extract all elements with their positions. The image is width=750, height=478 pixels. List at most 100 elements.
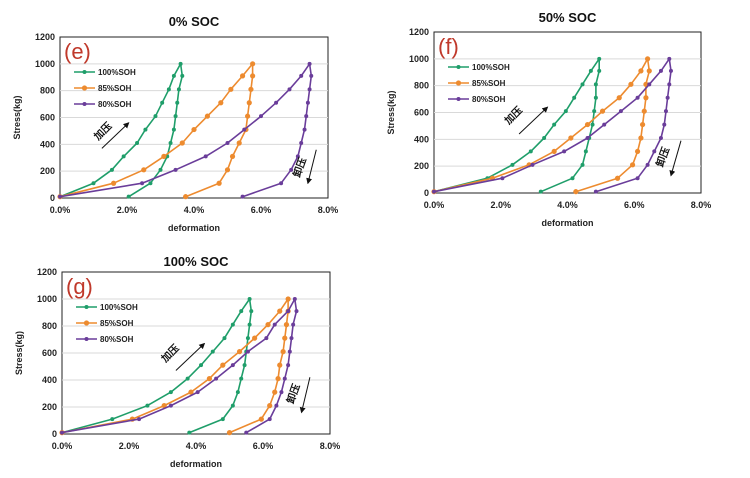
x-tick-label: 4.0% — [186, 441, 207, 451]
data-point — [245, 349, 250, 354]
data-point — [580, 162, 585, 167]
data-point — [204, 113, 210, 119]
data-point — [274, 100, 279, 105]
data-point — [206, 376, 212, 382]
data-point — [590, 122, 595, 127]
data-point — [294, 309, 299, 314]
legend-label: 80%SOH — [472, 95, 506, 104]
y-axis-label: Stress(kg) — [386, 90, 396, 134]
data-point — [180, 73, 185, 78]
data-point — [168, 140, 173, 145]
data-point — [161, 153, 167, 160]
data-point — [265, 322, 271, 328]
series-100%SOH — [60, 297, 254, 435]
chart-2: 0 200 400 600 800 1000 1200 0.0% 2.0% 4.0% 6.0% 8.0… — [14, 254, 340, 469]
data-point — [230, 322, 235, 327]
legend-label: 100%SOH — [98, 68, 136, 77]
data-point — [199, 363, 204, 368]
data-point — [140, 181, 145, 186]
data-point — [286, 309, 291, 314]
x-tick-label: 0.0% — [424, 200, 445, 210]
data-point — [286, 363, 291, 368]
data-point — [572, 95, 577, 100]
data-point — [171, 127, 176, 132]
data-point — [235, 390, 240, 395]
data-point — [240, 194, 245, 199]
data-point — [638, 68, 644, 74]
data-point — [145, 403, 150, 408]
data-point — [597, 68, 602, 73]
data-point — [647, 82, 652, 87]
data-point — [307, 87, 312, 92]
data-point — [60, 430, 64, 435]
data-point — [250, 73, 256, 79]
x-axis-label: deformation — [168, 223, 220, 233]
data-point — [161, 403, 167, 409]
y-tick-label: 1000 — [409, 54, 429, 64]
data-point — [188, 389, 194, 395]
chart-0: 0 200 400 600 800 1000 1200 0.0% 2.0% 4.0% 6.0% 8.0… — [12, 14, 338, 233]
data-point — [210, 349, 215, 354]
data-point — [552, 122, 557, 127]
data-point — [662, 122, 667, 127]
data-point — [563, 109, 568, 114]
data-point — [185, 376, 190, 381]
data-point — [309, 73, 314, 78]
data-point — [668, 68, 673, 73]
chart-title: 100% SOC — [163, 254, 229, 269]
data-point — [282, 335, 288, 341]
chart-title: 0% SOC — [169, 14, 220, 29]
data-point — [592, 109, 597, 114]
y-tick-label: 200 — [42, 402, 57, 412]
data-point — [246, 100, 252, 106]
data-point — [143, 127, 148, 132]
chart-title: 50% SOC — [539, 10, 597, 25]
data-point — [568, 135, 574, 141]
data-point — [646, 68, 652, 74]
data-point — [171, 73, 176, 78]
data-point — [252, 335, 258, 341]
data-point — [279, 390, 284, 395]
data-point — [245, 113, 251, 119]
data-point — [629, 162, 636, 168]
legend-marker — [456, 65, 461, 69]
legend-marker — [82, 70, 87, 74]
data-point — [176, 87, 181, 92]
data-point — [239, 376, 244, 381]
legend-marker — [456, 97, 461, 101]
unloading-arrow — [669, 140, 682, 177]
data-point — [110, 417, 115, 422]
data-point — [267, 403, 273, 409]
data-point — [583, 149, 588, 154]
data-point — [173, 167, 178, 172]
data-point — [250, 61, 256, 67]
y-tick-label: 0 — [424, 188, 429, 198]
data-point — [203, 154, 208, 159]
y-tick-label: 400 — [42, 375, 57, 385]
x-axis-label: deformation — [170, 459, 222, 469]
data-point — [275, 376, 281, 382]
legend-marker — [455, 80, 462, 86]
data-point — [528, 149, 533, 154]
legend-label: 85%SOH — [98, 84, 132, 93]
data-point — [307, 61, 312, 66]
data-point — [580, 82, 585, 87]
unloading-arrow — [299, 377, 311, 414]
data-point — [109, 167, 114, 172]
data-point — [584, 121, 591, 128]
data-point — [247, 322, 252, 327]
data-point — [287, 349, 292, 354]
data-point — [239, 309, 244, 314]
data-point — [247, 297, 252, 301]
x-tick-label: 0.0% — [50, 205, 71, 215]
data-point — [304, 114, 309, 119]
data-point — [658, 135, 663, 140]
data-point — [267, 417, 272, 422]
data-point — [663, 109, 668, 114]
series-85%SOH — [57, 61, 256, 200]
data-point — [236, 349, 243, 355]
y-tick-label: 1200 — [409, 27, 429, 37]
data-point — [214, 376, 219, 381]
data-point — [173, 114, 178, 119]
unloading-arrow — [306, 149, 317, 185]
